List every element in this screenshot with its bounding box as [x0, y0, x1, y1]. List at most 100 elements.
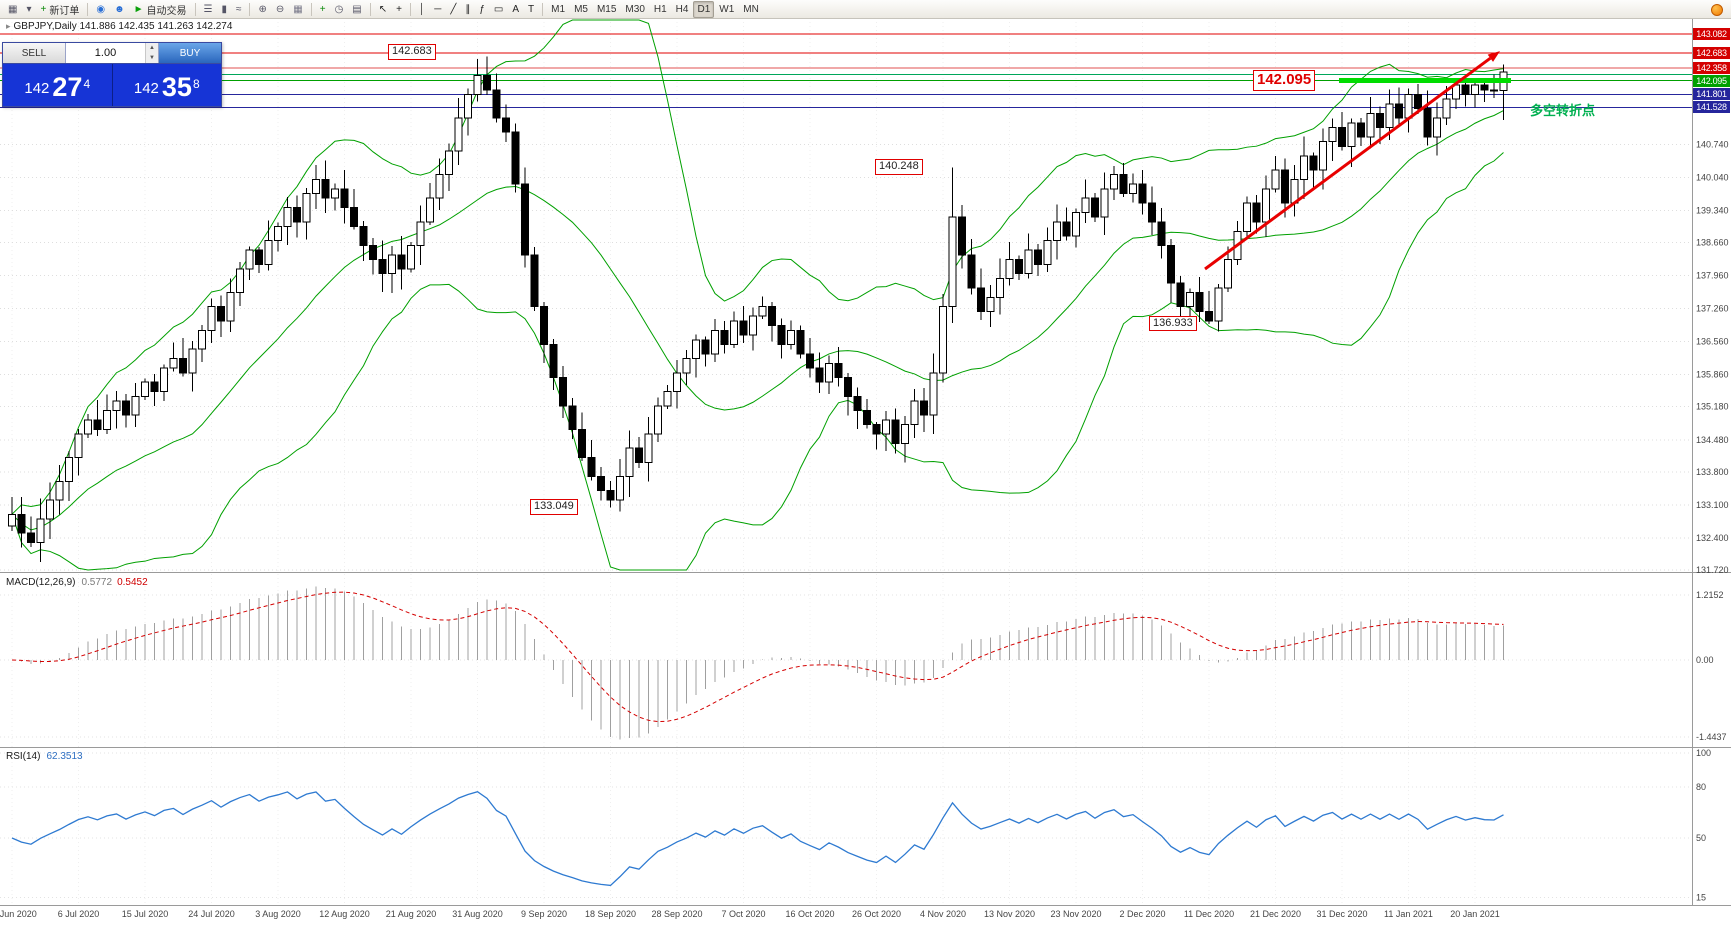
channel-icon[interactable]: ∥ — [461, 1, 474, 18]
svg-text:139.340: 139.340 — [1696, 206, 1729, 216]
fibonacci-icon-glyph: ƒ — [479, 3, 485, 15]
svg-text:15: 15 — [1696, 893, 1706, 903]
arrow-label-icon[interactable]: T — [524, 1, 538, 18]
fibonacci-icon[interactable]: ƒ — [475, 1, 489, 18]
metaquotes-icon[interactable]: ◉ — [92, 1, 109, 18]
tf-mn[interactable]: MN — [739, 1, 763, 18]
tf-h1[interactable]: H1 — [650, 1, 671, 18]
axis-text-layer: 140.740 140.040 139.340 138.660 137.960 137.2… — [0, 139, 1729, 919]
toolbar-separator — [409, 2, 411, 16]
svg-text:137.960: 137.960 — [1696, 271, 1729, 281]
line-chart-icon-glyph: ≈ — [235, 3, 242, 15]
tf-h4-label: H4 — [675, 3, 689, 15]
candles-layer — [8, 56, 1508, 562]
tile-windows-icon[interactable]: ▦ — [289, 1, 306, 18]
cursor-icon[interactable]: ↖ — [375, 1, 391, 18]
bar-chart-icon[interactable]: ☰ — [200, 1, 217, 18]
vertical-line-icon[interactable]: │ — [415, 1, 429, 18]
svg-text:11 Jan 2021: 11 Jan 2021 — [1384, 909, 1433, 919]
volume-input[interactable]: 1.00 ▲ ▼ — [66, 43, 158, 63]
tf-h1-label: H1 — [653, 3, 667, 15]
svg-text:133.800: 133.800 — [1696, 467, 1729, 477]
buy-button[interactable]: BUY — [158, 43, 221, 63]
svg-text:135.860: 135.860 — [1696, 370, 1729, 380]
bollinger-middle — [11, 110, 1504, 531]
indicators-icon-glyph: + — [319, 3, 326, 15]
rsi-label: RSI(14) 62.3513 — [6, 751, 83, 762]
tf-h4[interactable]: H4 — [672, 1, 693, 18]
volume-down-icon[interactable]: ▼ — [146, 53, 158, 63]
svg-text:131.720: 131.720 — [1696, 565, 1729, 575]
toolbar: ▦ ▾ + 新订单 ◉ ☻ ► 自动交易 ☰ ▮ ≈ ⊕ ⊖ ▦ + ◷ ▤ ↖ + │ ─ ╱ ∥ ƒ ▭ A T M1 M5 M15 M… — [0, 0, 1731, 19]
crosshair-icon[interactable]: + — [392, 1, 406, 18]
tf-m5-label: M5 — [574, 3, 588, 15]
svg-text:16 Oct 2020: 16 Oct 2020 — [785, 909, 834, 919]
tf-m30[interactable]: M30 — [621, 1, 648, 18]
candlestick-icon[interactable]: ▮ — [217, 1, 231, 18]
toolbar-separator — [310, 2, 312, 16]
toolbar-separator — [249, 2, 251, 16]
chart-dropdown-icon[interactable]: ▾ — [22, 1, 35, 18]
trendline-icon[interactable]: ╱ — [446, 1, 460, 18]
tf-d1-label: D1 — [697, 3, 711, 15]
tf-mn-label: MN — [743, 3, 759, 15]
macd-signal-line — [11, 591, 1504, 723]
price-callout: 133.049 — [530, 498, 578, 515]
bar-chart-icon-glyph: ☰ — [203, 3, 213, 15]
tf-m15[interactable]: M15 — [593, 1, 620, 18]
sell-price-box[interactable]: 142 27 4 — [3, 64, 113, 106]
svg-text:134.480: 134.480 — [1696, 435, 1729, 445]
tf-m1-label: M1 — [551, 3, 566, 15]
indicators-icon[interactable]: + — [316, 1, 330, 18]
svg-text:7 Oct 2020: 7 Oct 2020 — [721, 909, 765, 919]
svg-text:18 Sep 2020: 18 Sep 2020 — [585, 909, 636, 919]
price-callout: 136.933 — [1149, 315, 1197, 332]
zoom-in-icon-glyph: ⊕ — [258, 3, 267, 15]
periods-icon[interactable]: ◷ — [331, 1, 348, 18]
horizontal-line-icon[interactable]: ─ — [430, 1, 445, 18]
buy-price-box[interactable]: 142 35 8 — [112, 64, 221, 106]
trendline-icon-glyph: ╱ — [450, 3, 457, 15]
new-order-button-label: 新订单 — [49, 5, 80, 17]
line-chart-icon[interactable]: ≈ — [232, 1, 246, 18]
price-callout: 142.683 — [388, 44, 436, 61]
tf-d1[interactable]: D1 — [693, 0, 715, 18]
svg-text:2 Dec 2020: 2 Dec 2020 — [1119, 909, 1165, 919]
templates-icon[interactable]: ▤ — [348, 1, 365, 18]
price-callout: 142.095 — [1253, 70, 1316, 91]
svg-text:21 Dec 2020: 21 Dec 2020 — [1250, 909, 1301, 919]
zoom-in-icon[interactable]: ⊕ — [254, 1, 270, 18]
price-tag: 143.082 — [1693, 28, 1730, 40]
volume-stepper[interactable]: ▲ ▼ — [145, 43, 158, 63]
tf-m1[interactable]: M1 — [547, 1, 569, 18]
accounts-icon[interactable]: ☻ — [110, 1, 129, 18]
zoom-out-icon[interactable]: ⊖ — [272, 1, 288, 18]
symbol-info: ▸ GBPJPY,Daily 141.886 142.435 141.263 14… — [6, 21, 232, 32]
toolbar-separator — [542, 2, 544, 16]
candlestick-icon-glyph: ▮ — [221, 3, 227, 15]
symbol-arrow-icon: ▸ — [6, 21, 11, 31]
charts-menu-icon-glyph: ▦ — [8, 3, 18, 15]
trend-arrow-line — [1204, 56, 1492, 271]
tf-m5[interactable]: M5 — [570, 1, 592, 18]
svg-text:-1.4437: -1.4437 — [1696, 732, 1727, 742]
price-callout: 140.248 — [875, 159, 923, 175]
svg-text:25 Jun 2020: 25 Jun 2020 — [0, 909, 37, 919]
svg-text:3 Aug 2020: 3 Aug 2020 — [255, 909, 301, 919]
text-icon[interactable]: A — [508, 1, 523, 18]
autotrade-button[interactable]: ► 自动交易 — [130, 1, 191, 18]
tf-w1[interactable]: W1 — [715, 1, 738, 18]
sell-button[interactable]: SELL — [3, 43, 66, 63]
svg-text:140.040: 140.040 — [1696, 172, 1729, 182]
svg-text:137.260: 137.260 — [1696, 304, 1729, 314]
shapes-icon[interactable]: ▭ — [490, 1, 507, 18]
volume-value[interactable]: 1.00 — [94, 47, 117, 59]
templates-icon-glyph: ▤ — [352, 3, 362, 15]
toolbar-separator — [369, 2, 371, 16]
horizontal-line-icon-glyph: ─ — [434, 3, 442, 15]
volume-up-icon[interactable]: ▲ — [146, 43, 158, 53]
new-order-button[interactable]: + 新订单 — [36, 1, 83, 18]
autotrade-glyph: ► — [133, 3, 144, 15]
charts-menu-icon[interactable]: ▦ — [4, 1, 21, 18]
